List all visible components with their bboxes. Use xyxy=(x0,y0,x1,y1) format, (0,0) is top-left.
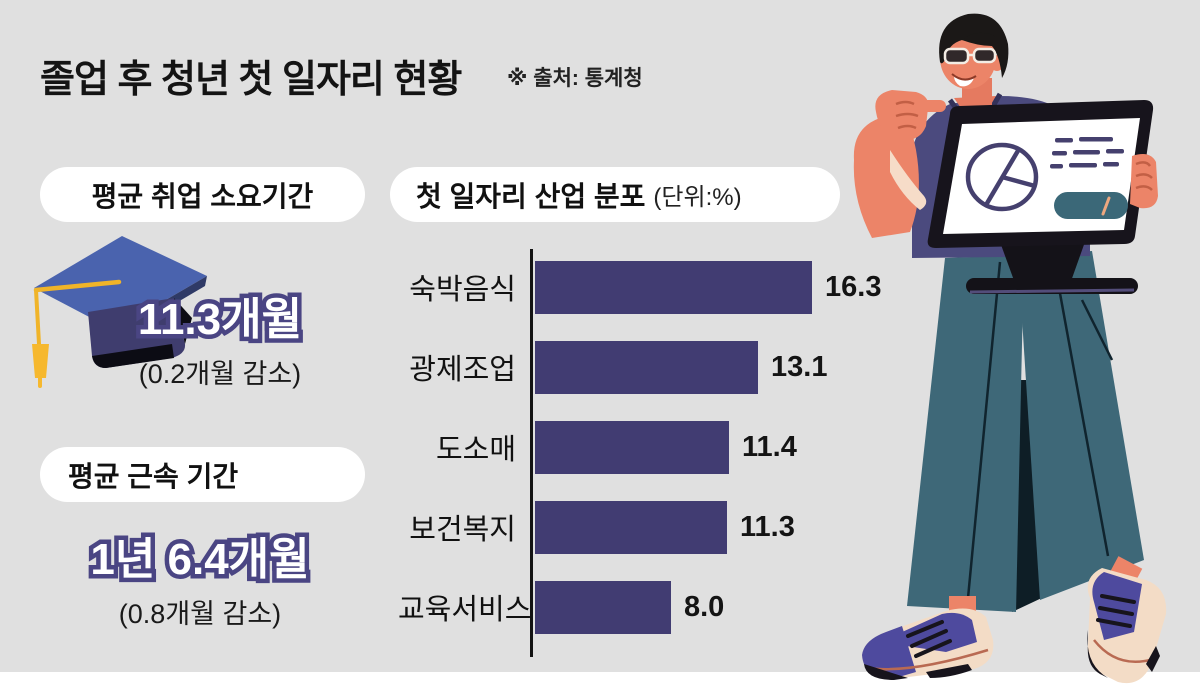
metric1-value: 11.3개월 11.3개월 xyxy=(133,293,306,346)
bar-value: 16.3 xyxy=(825,270,882,303)
bar-value: 11.3 xyxy=(740,510,795,543)
head xyxy=(939,13,1009,89)
graduation-cap-icon xyxy=(32,236,207,388)
page-title: 졸업 후 청년 첫 일자리 현황 xyxy=(40,59,462,101)
chart-axis-line xyxy=(530,249,533,657)
right-sneaker xyxy=(1087,568,1167,684)
chart-unit-label: (단위:%) xyxy=(653,184,742,211)
metric2-label-pill: 평균 근속 기간 xyxy=(40,447,365,502)
person-presenting-tablet-illustration xyxy=(853,13,1167,684)
metric1-label: 평균 취업 소요기간 xyxy=(91,180,314,212)
bar xyxy=(535,260,812,314)
metric1-label-pill: 평균 취업 소요기간 xyxy=(40,167,365,222)
metric2-label: 평균 근속 기간 xyxy=(68,460,239,492)
chart-row: 교육서비스 8.0 xyxy=(398,567,958,647)
bar-category-label: 교육서비스 xyxy=(398,594,532,626)
metric2-value: 1년 6.4개월 1년 6.4개월 xyxy=(86,533,314,586)
bar xyxy=(535,580,671,634)
bar-category-label: 광제조업 xyxy=(409,354,516,386)
chart-row: 도소매 11.4 xyxy=(398,407,958,487)
bar-value: 8.0 xyxy=(684,590,725,623)
bar xyxy=(535,500,727,554)
bar-category-label: 도소매 xyxy=(435,434,516,466)
glasses-icon xyxy=(943,47,997,65)
gripping-hand xyxy=(1130,154,1158,209)
chart-title: 첫 일자리 산업 분포 xyxy=(416,180,646,212)
bar-value: 13.1 xyxy=(771,350,828,383)
bar-value: 11.4 xyxy=(742,430,797,463)
industry-bar-chart: 숙박음식 16.3 광제조업 13.1 도소매 11.4 보건복지 11.3 교육서비스 8.0 xyxy=(398,247,958,657)
button-shape xyxy=(1054,192,1128,219)
source-note: ※ 출처: 통계청 xyxy=(507,67,643,90)
chart-row: 보건복지 11.3 xyxy=(398,487,958,567)
chart-rows: 숙박음식 16.3 광제조업 13.1 도소매 11.4 보건복지 11.3 교육서비스 8.0 xyxy=(398,247,958,647)
bar xyxy=(535,340,758,394)
bar-category-label: 숙박음식 xyxy=(409,274,516,306)
bar-category-label: 보건복지 xyxy=(409,514,516,546)
bar xyxy=(535,420,729,474)
chart-row: 숙박음식 16.3 xyxy=(398,247,958,327)
left-sneaker xyxy=(862,608,994,680)
metric2-change: (0.8개월 감소) xyxy=(118,599,282,629)
chart-title-pill: 첫 일자리 산업 분포 (단위:%) xyxy=(390,167,840,222)
pie-chart-icon xyxy=(965,142,1039,212)
metric1-change: (0.2개월 감소) xyxy=(138,359,302,389)
chart-row: 광제조업 13.1 xyxy=(398,327,958,407)
text-lines-icon xyxy=(1050,137,1124,169)
tablet xyxy=(927,100,1154,248)
pointing-hand xyxy=(875,90,946,141)
